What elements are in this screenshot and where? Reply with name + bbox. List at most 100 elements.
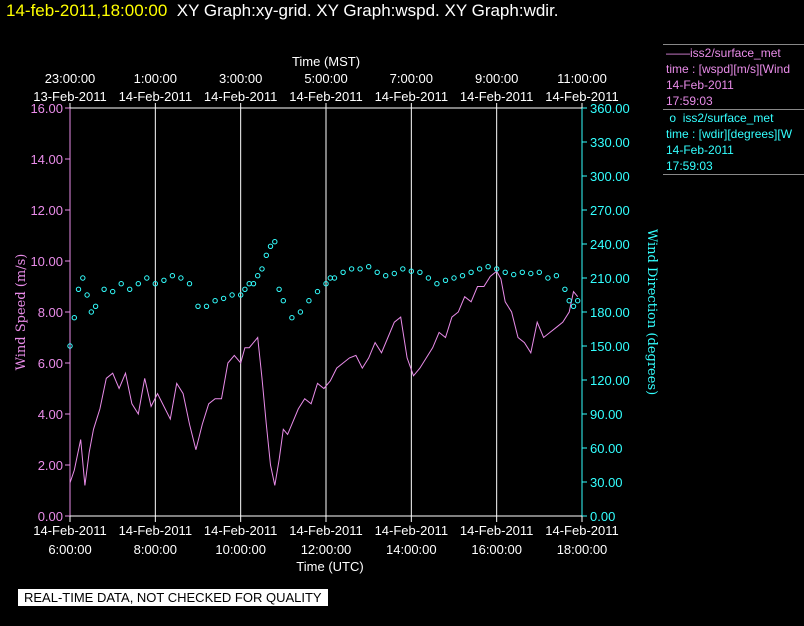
wind-direction-point <box>468 269 474 275</box>
wind-direction-point <box>417 269 423 275</box>
bottom-tick-time: 14:00:00 <box>386 542 437 557</box>
top-tick-date: 14-Feb-2011 <box>460 89 533 104</box>
bottom-tick-date: 14-Feb-2011 <box>33 523 106 538</box>
legend: ——iss2/surface_met time : [wspd][m/s][Wi… <box>663 44 804 175</box>
wind-direction-point <box>101 286 107 292</box>
wind-direction-point <box>276 286 282 292</box>
wind-direction-point <box>229 292 235 298</box>
wind-direction-point <box>442 277 449 283</box>
wind-direction-point <box>451 275 457 281</box>
legend-source: iss2/surface_met <box>682 111 774 125</box>
right-tick-label: 330.00 <box>590 135 630 150</box>
top-tick-date: 13-Feb-2011 <box>33 89 106 104</box>
legend-line-marker: —— <box>666 46 690 60</box>
wind-direction-point <box>519 269 525 275</box>
bottom-tick-date: 14-Feb-2011 <box>119 523 192 538</box>
wind-direction-point <box>67 343 73 349</box>
top-tick-date: 14-Feb-2011 <box>375 89 448 104</box>
right-tick-label: 240.00 <box>590 237 630 252</box>
wind-direction-point <box>255 273 261 279</box>
bottom-tick-date: 14-Feb-2011 <box>545 523 618 538</box>
bottom-tick-date: 14-Feb-2011 <box>375 523 448 538</box>
legend-date: 14-Feb-2011 <box>666 78 734 92</box>
wind-direction-point <box>434 281 440 287</box>
wind-direction-point <box>263 252 269 259</box>
wind-direction-point <box>259 266 265 272</box>
wind-direction-point <box>314 288 321 295</box>
wind-direction-point <box>242 286 248 292</box>
wind-direction-point <box>88 309 95 315</box>
legend-source: iss2/surface_met <box>690 46 781 60</box>
wind-direction-point <box>570 303 577 309</box>
right-tick-label: 180.00 <box>590 305 630 320</box>
right-tick-label: 360.00 <box>590 101 630 116</box>
bottom-tick-date: 14-Feb-2011 <box>460 523 533 538</box>
top-tick-time: 23:00:00 <box>45 71 96 86</box>
top-tick-time: 1:00:00 <box>134 71 177 86</box>
right-tick-label: 210.00 <box>590 271 630 286</box>
left-tick-label: 6.00 <box>38 356 63 371</box>
left-tick-label: 12.00 <box>30 203 63 218</box>
wind-direction-point <box>391 270 397 277</box>
top-tick-date: 14-Feb-2011 <box>545 89 618 104</box>
wind-direction-point <box>144 275 150 281</box>
wind-direction-point <box>366 264 372 270</box>
right-tick-label: 30.00 <box>590 475 623 490</box>
wind-direction-point <box>195 303 201 309</box>
legend-date: 14-Feb-2011 <box>666 143 734 157</box>
wind-direction-point <box>220 295 227 302</box>
legend-variable: time : [wdir][degrees][W <box>666 127 793 141</box>
left-tick-label: 14.00 <box>30 152 63 167</box>
bottom-axis-title: Time (UTC) <box>296 559 363 574</box>
wind-direction-point <box>203 303 210 309</box>
right-tick-label: 90.00 <box>590 407 623 422</box>
wind-direction-point <box>374 269 380 275</box>
wind-direction-point <box>383 273 389 279</box>
wind-direction-point <box>75 286 82 292</box>
wind-direction-point <box>536 269 542 275</box>
wind-direction-point <box>400 266 406 272</box>
wind-direction-point <box>340 269 346 275</box>
wind-direction-point <box>494 266 500 272</box>
wind-speed-line <box>69 270 579 486</box>
wind-direction-point <box>511 271 517 278</box>
wind-direction-point <box>485 264 491 270</box>
wind-direction-point <box>169 273 176 279</box>
wind-direction-point <box>238 292 244 298</box>
wind-direction-point <box>545 275 551 281</box>
top-tick-time: 7:00:00 <box>390 71 433 86</box>
top-tick-time: 5:00:00 <box>304 71 347 86</box>
legend-entry-wdir[interactable]: o iss2/surface_met time : [wdir][degrees… <box>663 110 804 175</box>
wind-direction-point <box>118 281 124 287</box>
wind-direction-point <box>186 281 193 287</box>
wind-direction-point <box>476 266 483 272</box>
left-axis-title: Wind Speed (m/s) <box>14 254 29 371</box>
right-axis-title: Wind Direction (degrees) <box>644 229 659 395</box>
wind-direction-point <box>553 273 560 279</box>
wind-direction-point <box>289 315 295 321</box>
legend-point-marker: o <box>669 111 677 125</box>
top-axis-title: Time (MST) <box>292 54 360 69</box>
wind-direction-point <box>348 266 355 272</box>
quality-warning-note: REAL-TIME DATA, NOT CHECKED FOR QUALITY <box>18 589 328 606</box>
wind-direction-point <box>84 292 90 298</box>
legend-entry-wspd[interactable]: ——iss2/surface_met time : [wspd][m/s][Wi… <box>663 44 804 110</box>
wind-direction-point <box>297 309 304 315</box>
wind-direction-point <box>425 275 432 281</box>
wind-direction-point <box>331 275 338 281</box>
wind-direction-point <box>80 275 86 281</box>
graph-title-banner: 14-feb-2011,18:00:00 XY Graph:xy-grid. X… <box>6 1 559 21</box>
wind-direction-point <box>110 288 116 295</box>
wind-direction-point <box>127 286 133 292</box>
bottom-tick-time: 16:00:00 <box>471 542 522 557</box>
top-tick-date: 14-Feb-2011 <box>204 89 277 104</box>
top-tick-date: 14-Feb-2011 <box>119 89 192 104</box>
legend-time: 17:59:03 <box>666 159 713 173</box>
bottom-tick-time: 12:00:00 <box>301 542 352 557</box>
wind-direction-point <box>161 277 167 283</box>
bottom-tick-time: 6:00:00 <box>48 542 91 557</box>
top-tick-date: 14-Feb-2011 <box>289 89 362 104</box>
wind-direction-point <box>267 243 274 250</box>
wind-direction-point <box>250 281 257 287</box>
wind-direction-point <box>502 269 508 275</box>
